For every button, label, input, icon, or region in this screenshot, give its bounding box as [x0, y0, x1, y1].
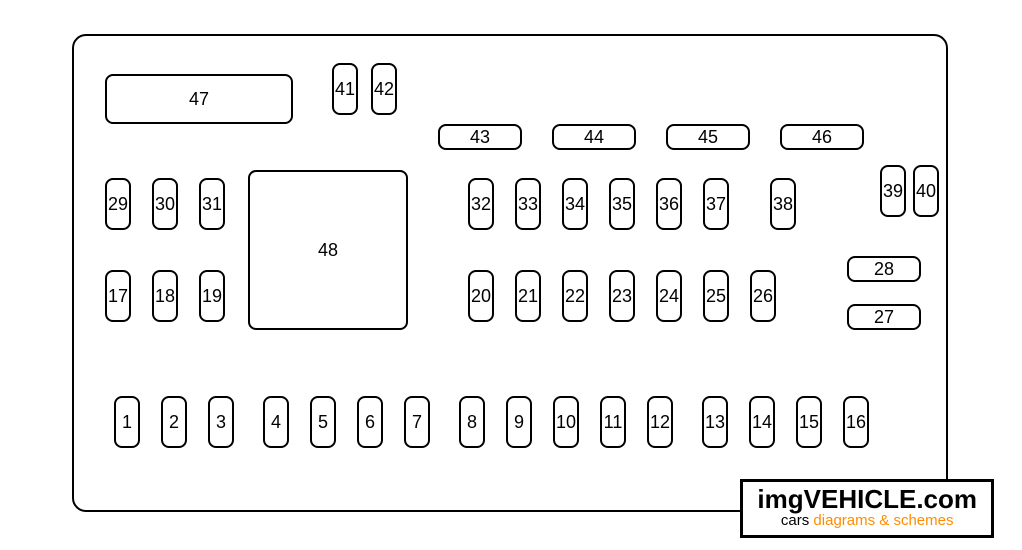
fuse-12: 12 — [647, 396, 673, 448]
fuse-19: 19 — [199, 270, 225, 322]
fuse-33: 33 — [515, 178, 541, 230]
fuse-3: 3 — [208, 396, 234, 448]
fuse-27: 27 — [847, 304, 921, 330]
fuse-23: 23 — [609, 270, 635, 322]
watermark-subtitle-highlight: diagrams & schemes — [813, 512, 953, 529]
fuse-43: 43 — [438, 124, 522, 150]
fuse-15: 15 — [796, 396, 822, 448]
fuse-25: 25 — [703, 270, 729, 322]
fuse-40: 40 — [913, 165, 939, 217]
fuse-4: 4 — [263, 396, 289, 448]
fuse-10: 10 — [553, 396, 579, 448]
fuse-48: 48 — [248, 170, 408, 330]
fuse-32: 32 — [468, 178, 494, 230]
fuse-47: 47 — [105, 74, 293, 124]
watermark-subtitle-prefix: cars — [781, 512, 814, 529]
fuse-45: 45 — [666, 124, 750, 150]
fuse-31: 31 — [199, 178, 225, 230]
fuse-35: 35 — [609, 178, 635, 230]
fuse-6: 6 — [357, 396, 383, 448]
fuse-20: 20 — [468, 270, 494, 322]
fuse-42: 42 — [371, 63, 397, 115]
fuse-17: 17 — [105, 270, 131, 322]
fuse-38: 38 — [770, 178, 796, 230]
watermark-title: imgVEHICLE.com — [757, 486, 977, 513]
watermark-badge: imgVEHICLE.com cars diagrams & schemes — [740, 479, 994, 538]
fuse-29: 29 — [105, 178, 131, 230]
fuse-30: 30 — [152, 178, 178, 230]
fuse-24: 24 — [656, 270, 682, 322]
fuse-16: 16 — [843, 396, 869, 448]
fuse-8: 8 — [459, 396, 485, 448]
watermark-subtitle: cars diagrams & schemes — [757, 513, 977, 529]
fuse-1: 1 — [114, 396, 140, 448]
fuse-5: 5 — [310, 396, 336, 448]
fuse-39: 39 — [880, 165, 906, 217]
fuse-11: 11 — [600, 396, 626, 448]
fuse-22: 22 — [562, 270, 588, 322]
fuse-14: 14 — [749, 396, 775, 448]
fuse-34: 34 — [562, 178, 588, 230]
fuse-21: 21 — [515, 270, 541, 322]
fuse-36: 36 — [656, 178, 682, 230]
fuse-18: 18 — [152, 270, 178, 322]
fuse-9: 9 — [506, 396, 532, 448]
fuse-46: 46 — [780, 124, 864, 150]
fuse-28: 28 — [847, 256, 921, 282]
fuse-37: 37 — [703, 178, 729, 230]
fuse-13: 13 — [702, 396, 728, 448]
fuse-7: 7 — [404, 396, 430, 448]
fuse-44: 44 — [552, 124, 636, 150]
fuse-41: 41 — [332, 63, 358, 115]
fuse-26: 26 — [750, 270, 776, 322]
fuse-2: 2 — [161, 396, 187, 448]
